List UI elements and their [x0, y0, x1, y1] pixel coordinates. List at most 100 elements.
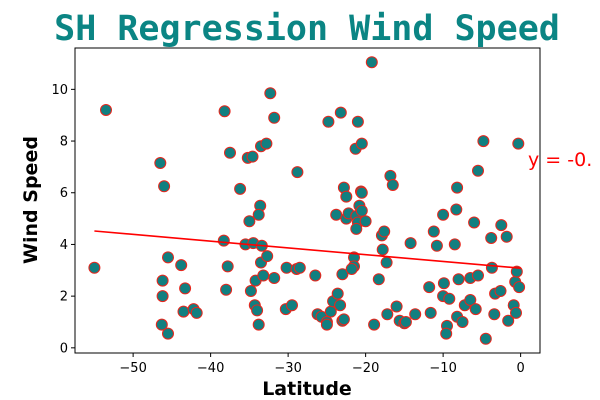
data-point — [502, 314, 515, 327]
data-point — [162, 251, 174, 264]
data-point — [378, 225, 391, 238]
data-point — [512, 137, 525, 150]
data-point — [452, 273, 465, 286]
data-point — [494, 285, 507, 297]
data-point — [162, 327, 174, 340]
regression-line — [94, 230, 521, 269]
data-point — [513, 281, 526, 294]
data-point — [293, 261, 306, 274]
plot-marks — [88, 56, 526, 345]
data-point — [234, 182, 247, 195]
data-point — [291, 166, 304, 179]
data-point — [472, 269, 484, 282]
data-point — [430, 239, 443, 252]
data-point — [324, 305, 337, 318]
data-point — [468, 216, 481, 229]
data-point — [437, 208, 450, 221]
x-tick-label: −50 — [119, 361, 146, 376]
data-point — [427, 225, 440, 238]
data-point — [437, 277, 450, 290]
y-axis-label: Wind Speed — [20, 136, 42, 264]
data-point — [485, 261, 498, 274]
y-tick-label: 0 — [60, 341, 68, 356]
x-tick-label: −20 — [352, 361, 379, 376]
data-point — [251, 304, 264, 317]
data-point — [390, 300, 403, 313]
data-point — [477, 135, 490, 148]
data-point — [443, 292, 456, 305]
data-point — [424, 306, 437, 319]
regression-equation: y = -0. — [528, 149, 592, 171]
data-point — [331, 287, 344, 300]
data-point — [268, 111, 281, 124]
data-point — [368, 318, 381, 331]
data-point — [243, 215, 256, 228]
x-axis-ticks: −50 −40 −30 −20 −10 0 — [119, 353, 525, 376]
data-point — [320, 318, 333, 331]
x-tick-label: −40 — [197, 361, 224, 376]
data-point — [100, 104, 112, 116]
data-point — [351, 115, 364, 128]
data-point — [350, 222, 363, 235]
y-tick-label: 2 — [60, 290, 68, 305]
y-tick-label: 4 — [60, 238, 68, 253]
data-point — [404, 237, 417, 250]
data-point — [472, 164, 484, 177]
data-point — [448, 238, 461, 251]
data-point — [423, 281, 436, 294]
data-point — [179, 282, 192, 295]
data-point — [175, 259, 188, 272]
data-point — [252, 208, 265, 221]
data-point — [479, 332, 492, 345]
data-point — [380, 256, 393, 269]
data-point — [156, 274, 169, 287]
data-point — [456, 316, 469, 328]
data-point — [309, 269, 322, 282]
y-tick-label: 10 — [51, 83, 68, 98]
data-point — [372, 273, 385, 286]
data-point — [190, 306, 203, 319]
data-point — [252, 318, 265, 331]
data-point — [158, 180, 171, 193]
data-point — [177, 305, 190, 318]
data-point — [88, 261, 101, 274]
data-point — [376, 243, 389, 256]
data-point — [286, 299, 298, 312]
data-point — [469, 303, 482, 316]
data-point — [488, 308, 501, 321]
data-point — [280, 261, 293, 274]
data-point — [244, 285, 257, 297]
data-point — [355, 186, 368, 199]
data-point — [154, 157, 167, 169]
data-point — [334, 106, 347, 119]
data-point — [261, 250, 274, 263]
data-point — [365, 56, 378, 69]
data-point — [345, 263, 358, 275]
data-point — [260, 137, 273, 150]
data-point — [399, 316, 412, 328]
plot-frame — [74, 47, 541, 354]
data-point — [268, 272, 281, 284]
data-point — [330, 208, 343, 221]
data-point — [220, 283, 233, 296]
y-axis-ticks: 0 2 4 6 8 10 — [51, 83, 75, 356]
data-point — [322, 115, 335, 128]
data-point — [495, 219, 508, 232]
data-point — [257, 269, 270, 282]
chart-title: SH Regression Wind Speed — [54, 9, 560, 49]
data-point — [386, 179, 399, 191]
data-point — [155, 318, 168, 331]
data-point — [336, 268, 349, 281]
x-tick-label: 0 — [516, 361, 524, 376]
data-point — [221, 260, 234, 273]
data-point — [451, 181, 464, 194]
data-point — [334, 299, 347, 312]
data-point — [340, 190, 353, 203]
data-point — [381, 308, 394, 321]
data-point — [355, 137, 368, 150]
data-point — [500, 230, 513, 243]
x-tick-label: −30 — [274, 361, 301, 376]
x-axis-label: Latitude — [262, 378, 352, 400]
data-point — [217, 234, 230, 247]
